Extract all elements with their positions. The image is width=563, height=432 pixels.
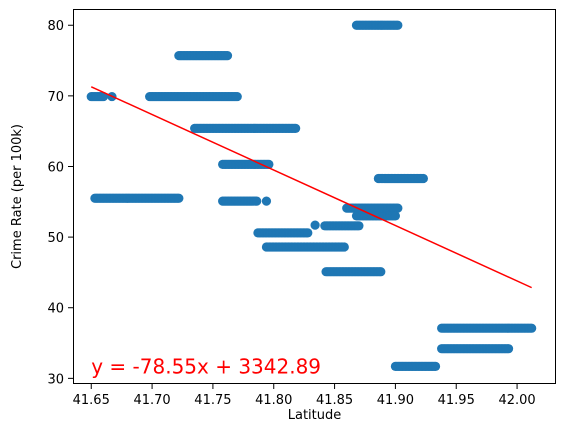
x-tick-label: 41.85 [316,393,353,408]
data-point [393,203,403,213]
x-tick-label: 42.00 [498,393,535,408]
data-point [310,220,320,230]
data-point [291,123,301,133]
x-tick-label: 41.90 [377,393,414,408]
data-point [174,193,184,203]
data-point [418,173,428,184]
y-tick-label: 60 [47,160,64,175]
x-tick-label: 41.70 [133,393,170,408]
y-tick-label: 70 [47,90,64,105]
data-point [261,196,272,206]
data-point [390,211,401,221]
data-point [232,91,242,102]
x-axis-ticks: 41.65 41.70 41.75 41.80 41.85 41.90 41.95 42.00 [73,384,536,408]
data-point [354,221,364,231]
data-point [252,196,262,206]
x-tick-label: 41.75 [194,393,231,408]
plot-frame [73,9,556,384]
data-point [527,323,537,333]
data-point [222,51,233,61]
x-tick-label: 41.65 [73,393,110,408]
y-tick-label: 40 [47,302,64,317]
data-point [339,242,349,252]
data-point [393,20,403,30]
data-point [98,91,109,102]
y-tick-label: 80 [47,19,64,34]
data-point [503,344,514,354]
y-tick-label: 50 [47,231,64,246]
y-tick-label: 30 [47,372,64,387]
x-axis-title: Latitude [288,408,342,423]
y-axis-title: Crime Rate (per 100k) [10,124,25,269]
x-tick-label: 41.95 [438,393,475,408]
x-tick-label: 41.80 [255,393,292,408]
y-axis-ticks: 30 40 50 60 70 80 [47,19,73,387]
data-point [376,267,386,277]
regression-equation-label: y = -78.55x + 3342.89 [91,354,321,378]
scatter-points [86,20,537,371]
regression-line [90,86,532,289]
data-point [430,361,441,371]
data-point [303,228,313,238]
